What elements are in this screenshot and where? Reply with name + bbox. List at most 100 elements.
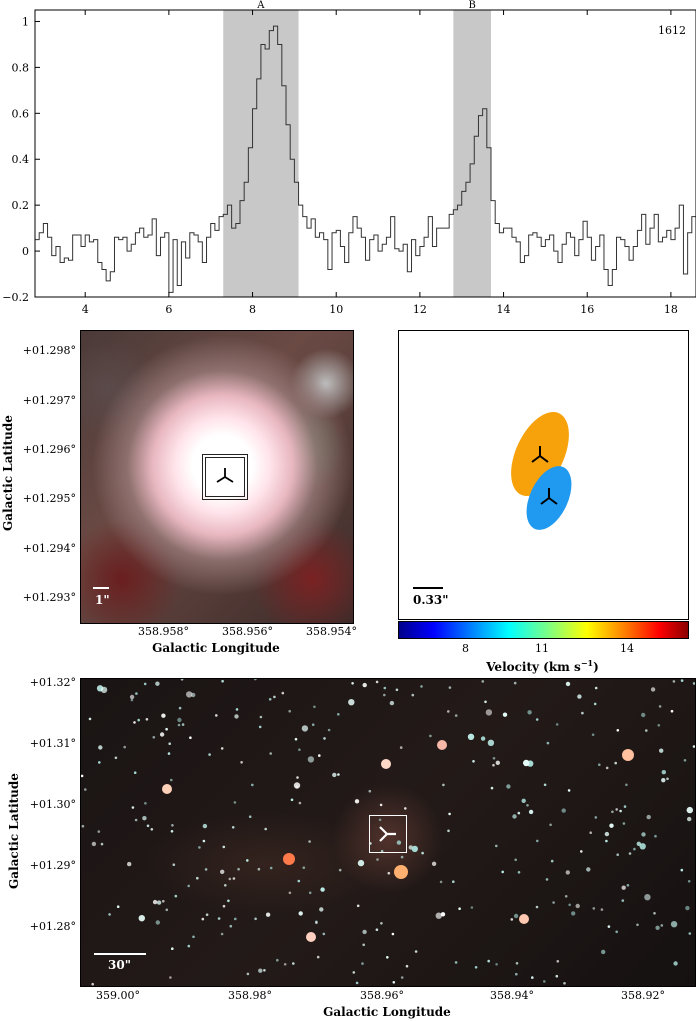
star [658,705,662,708]
star [380,922,383,925]
tri-marker-icon [531,446,549,463]
star [502,712,508,717]
star [191,692,196,698]
star [611,810,614,814]
x-tick-label: 12 [413,303,427,316]
star [448,686,452,689]
y-tick: +01.28° [29,920,76,933]
star [368,789,372,793]
star [308,891,312,895]
star [514,858,517,862]
scale-label: 1" [95,593,110,607]
star [386,956,389,959]
star [421,851,424,855]
star [150,828,154,831]
y-tick-label: 1 [22,15,29,28]
region-label: B [469,0,476,11]
star [192,935,195,939]
star [563,982,566,985]
x-tick-label: 10 [329,303,343,316]
star [269,866,273,870]
colorbar-label-close: ) [593,660,599,674]
star [641,832,646,837]
star [411,845,418,853]
x-tick-label: 14 [497,303,511,316]
star [615,808,618,811]
star [472,760,475,763]
star [254,917,257,921]
star [523,759,530,767]
star [515,962,519,965]
star [161,713,166,718]
star [543,980,546,983]
scale-label: 30" [108,958,131,972]
star [81,774,84,778]
middle-left-y-ticks: +01.298° +01.297° +01.296° +01.295° +01.… [2,330,76,622]
star [448,812,451,816]
star [513,681,517,685]
x-tick-label: 4 [82,303,89,316]
star [265,912,271,917]
star [319,907,324,912]
star [442,783,445,787]
maser-map-panel: 0.33" [398,330,689,620]
star [204,868,208,871]
star [332,772,337,778]
star [581,711,584,715]
star [362,682,367,688]
star [531,976,534,979]
star [178,706,182,710]
star [293,782,301,789]
star [248,815,252,818]
y-tick: +01.298° [22,344,76,357]
star [351,682,354,685]
star [251,783,254,787]
star [165,908,169,912]
star [396,840,402,845]
star [577,694,582,699]
y-tick: +01.297° [22,394,76,407]
y-tick-label: 0 [22,245,29,258]
y-tick-label: 0.8 [12,61,30,74]
colorbar-tick: 14 [620,642,634,655]
star [687,816,692,822]
star [170,778,173,782]
star [673,961,678,966]
star [298,801,302,805]
star [536,839,539,843]
star [268,698,272,701]
highlight-region-B [453,10,492,297]
star [680,868,684,872]
scale-bar [94,953,146,955]
star [616,729,620,732]
middle-left-x-axis-label: Galactic Longitude [152,641,280,655]
star [98,761,101,764]
y-tick-label: 0.6 [12,107,30,120]
star [435,912,442,919]
star [297,879,301,883]
star [91,982,94,986]
starfield-image-panel: 30" [80,678,696,987]
star [555,974,559,978]
star [98,745,103,750]
star [607,925,611,928]
star [165,727,168,731]
star [543,783,547,787]
star [484,700,487,704]
star [229,924,233,928]
star [356,904,360,908]
star [308,840,311,843]
star [688,932,692,935]
star [320,887,325,892]
star [580,850,583,853]
star [196,876,199,880]
star [315,921,318,925]
star [155,681,160,686]
star [137,718,140,722]
star [152,899,158,905]
star [357,859,365,867]
star [221,679,224,683]
y-tick: +01.295° [22,492,76,505]
star [155,920,160,925]
colorbar-label: Velocity (km s−1) [398,658,687,674]
